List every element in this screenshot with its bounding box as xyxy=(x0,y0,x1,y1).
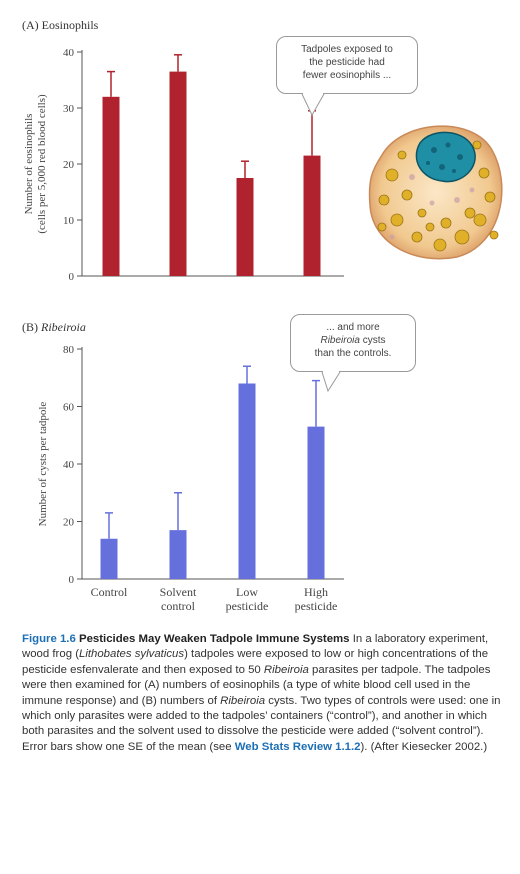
y-axis-label: (cells per 5,000 red blood cells) xyxy=(36,94,48,234)
figure-title: Pesticides May Weaken Tadpole Immune Sys… xyxy=(78,633,350,645)
x-tick-label: pesticide xyxy=(226,599,269,613)
caption-parasite: Ribeiroia xyxy=(263,663,309,676)
y-tick-label: 0 xyxy=(69,574,75,586)
bar xyxy=(236,178,254,276)
callout-line: ... and more xyxy=(326,322,380,333)
callout-line: fewer eosinophils ... xyxy=(302,70,392,81)
y-tick-label: 60 xyxy=(63,402,75,414)
panel-b-title: (B) Ribeiroia xyxy=(22,320,86,334)
web-stats-review-link[interactable]: Web Stats Review 1.1.2 xyxy=(234,740,361,753)
bar xyxy=(169,71,187,276)
y-axis-label: Number of cysts per tadpole xyxy=(37,402,49,527)
callout-cysts: ... and more Ribeiroia cysts than the co… xyxy=(290,314,416,372)
callout-line: Ribeiroia cysts xyxy=(320,335,386,346)
y-tick-label: 10 xyxy=(63,215,75,227)
bar xyxy=(169,530,187,579)
callout-pointer xyxy=(321,369,341,393)
chart-eosinophils: 0 10 20 30 40 Number of eosinophils (cells per… xyxy=(23,47,344,283)
x-tick-label: Low xyxy=(236,585,258,599)
y-tick-label: 80 xyxy=(63,344,75,356)
callout-line: than the controls. xyxy=(314,348,392,359)
callout-line: the pesticide had xyxy=(309,57,385,68)
eosinophil-cell-illustration xyxy=(368,125,503,260)
caption-text: In a laboratory experiment, wood frog ( xyxy=(22,633,489,661)
callout-line: Tadpoles exposed to xyxy=(301,44,393,55)
callout-pointer xyxy=(301,91,325,117)
caption-text: cysts. Two types of controls were used: … xyxy=(22,694,501,753)
caption-species: Lithobates sylvaticus xyxy=(78,648,185,661)
caption-text: parasites per tadpole. The tadpoles were… xyxy=(22,663,491,707)
x-tick-label: control xyxy=(161,599,196,613)
bar xyxy=(303,155,321,276)
bar xyxy=(307,426,325,579)
bar xyxy=(102,96,120,276)
figure-number: Figure 1.6 xyxy=(22,633,76,645)
caption-text: ). (After Kiesecker 2002.) xyxy=(360,740,488,753)
bar xyxy=(100,538,118,579)
y-tick-label: 20 xyxy=(63,517,75,529)
y-tick-label: 20 xyxy=(63,159,75,171)
x-tick-label: High xyxy=(304,585,328,599)
caption-text: ) tadpoles were exposed to low or high c… xyxy=(22,648,489,676)
x-tick-label: Control xyxy=(91,585,128,599)
panel-a-title: (A) Eosinophils xyxy=(22,18,99,32)
y-tick-label: 40 xyxy=(63,47,75,59)
x-tick-label: pesticide xyxy=(295,599,338,613)
y-axis-label: Number of eosinophils xyxy=(23,114,35,215)
bar xyxy=(238,383,256,579)
y-tick-label: 0 xyxy=(69,271,75,283)
y-tick-label: 30 xyxy=(63,103,75,115)
callout-eosinophils: Tadpoles exposed to the pesticide had fe… xyxy=(276,36,418,94)
chart-ribeiroia-cysts: 0 20 40 60 80 Number of cysts per tadpole Cont… xyxy=(37,344,344,613)
figure-caption: Figure 1.6 Pesticides May Weaken Tadpole… xyxy=(22,632,508,755)
x-tick-label: Solvent xyxy=(160,585,197,599)
caption-parasite: Ribeiroia xyxy=(220,694,266,707)
y-tick-label: 40 xyxy=(63,459,75,471)
